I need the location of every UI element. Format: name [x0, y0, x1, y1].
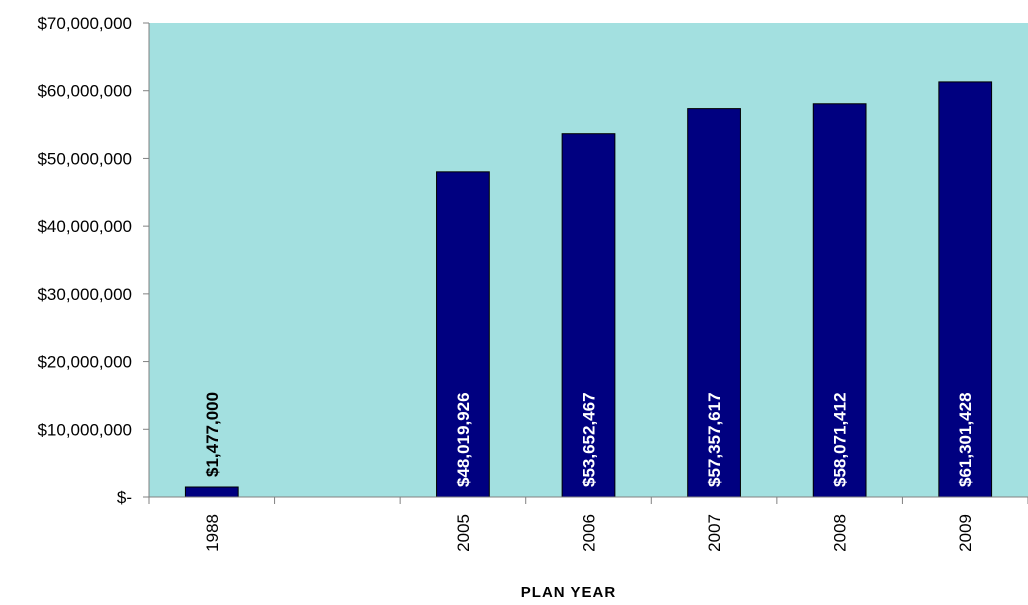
x-tick-label: 2005 [454, 514, 473, 552]
bars: $1,477,000 $48,019,926 $53,652,467 $57,357,… [184, 81, 993, 498]
bar [436, 171, 490, 498]
x-tick-label: 2006 [580, 514, 599, 552]
x-tick-label: 2008 [831, 514, 850, 552]
y-tick-label: $20,000,000 [37, 353, 132, 372]
x-axis-title: PLAN YEAR [521, 584, 616, 601]
bar [938, 81, 993, 498]
y-tick-label: $50,000,000 [37, 149, 132, 168]
y-tick-label: $30,000,000 [37, 285, 132, 304]
x-tick-label: 1988 [203, 514, 222, 552]
bar [812, 103, 867, 498]
bar-value-label: $1,477,000 [203, 392, 222, 477]
x-tick-label: 2007 [705, 514, 724, 552]
x-tick-label: 2009 [956, 514, 975, 552]
y-axis: $- $10,000,000 $20,000,000 $30,000,000 $40,0… [37, 14, 149, 507]
bar [561, 133, 616, 498]
y-tick-label: $60,000,000 [37, 82, 132, 101]
bar-value-label: $58,071,412 [831, 392, 850, 487]
bar-value-label: $57,357,617 [705, 392, 724, 487]
x-axis: 1988 2005 2006 2007 2008 2009 [148, 497, 1028, 552]
bar-value-label: $53,652,467 [580, 392, 599, 487]
bar [184, 486, 239, 498]
bar-value-label: $61,301,428 [956, 392, 975, 487]
bar [687, 108, 741, 498]
y-tick-label: $70,000,000 [37, 14, 132, 33]
bar-value-label: $48,019,926 [454, 392, 473, 487]
y-tick-label: $- [117, 488, 132, 507]
y-tick-label: $40,000,000 [37, 217, 132, 236]
y-tick-label: $10,000,000 [37, 420, 132, 439]
